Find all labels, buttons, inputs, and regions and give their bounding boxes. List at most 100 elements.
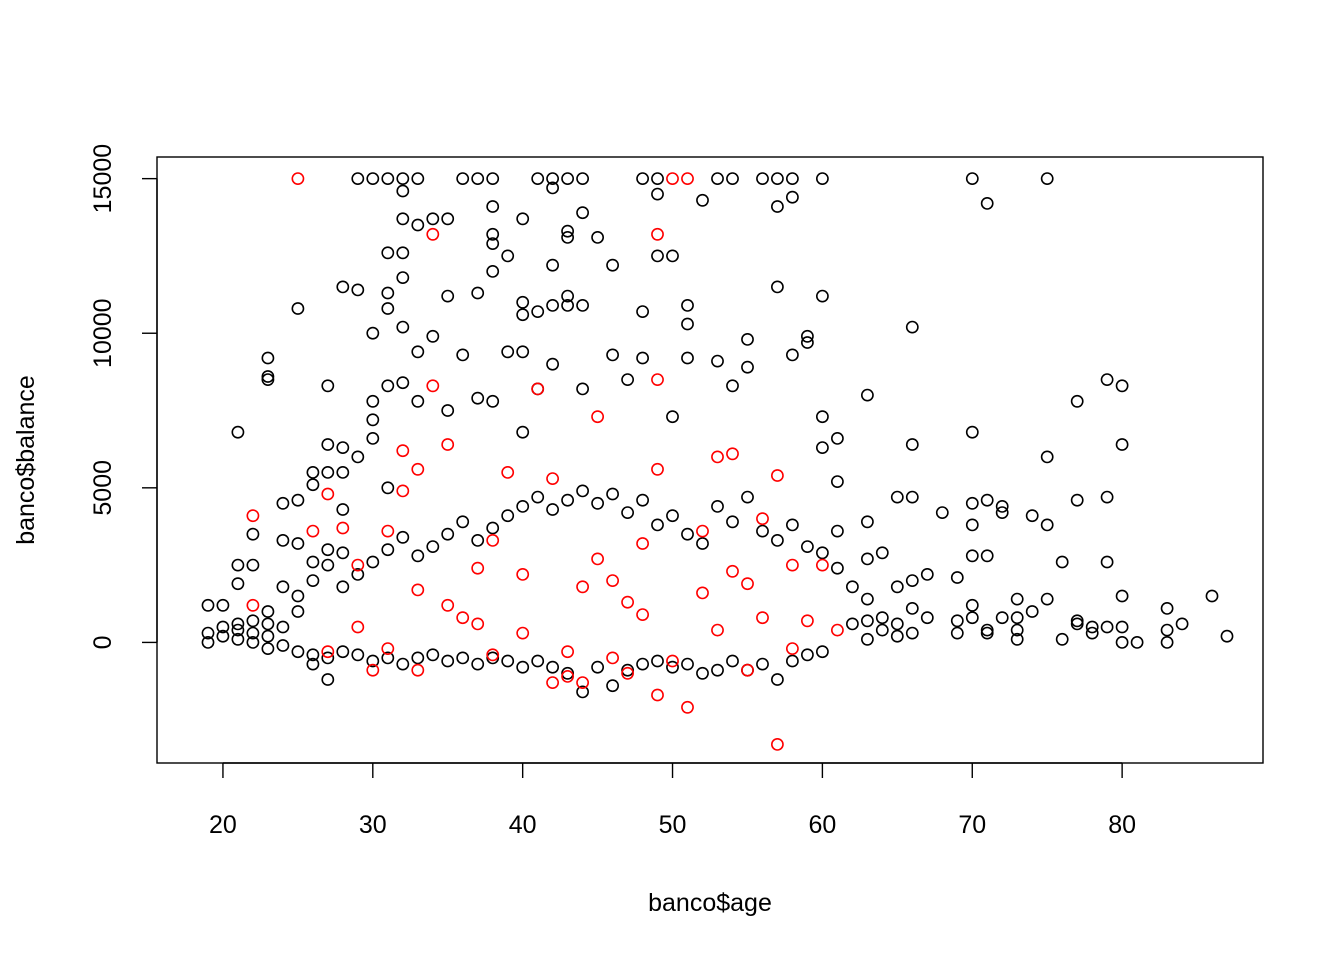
data-point [366, 431, 380, 445]
data-point [861, 388, 874, 402]
data-point [336, 280, 350, 294]
data-point [1100, 555, 1114, 569]
data-point [501, 654, 515, 668]
data-point [831, 431, 844, 445]
data-point [336, 521, 350, 535]
data-point [741, 490, 754, 504]
data-point [546, 472, 559, 485]
data-point [276, 580, 290, 594]
data-point [261, 605, 275, 618]
data-point [561, 289, 574, 303]
data-point [291, 645, 305, 659]
data-point [471, 286, 485, 300]
data-point [606, 574, 619, 587]
data-point [561, 493, 574, 507]
data-point [666, 172, 679, 185]
data-point [1010, 623, 1024, 637]
data-point [801, 336, 814, 349]
data-point [786, 518, 799, 532]
x-tick-label: 20 [209, 811, 237, 839]
data-point [681, 527, 694, 541]
data-point [1130, 636, 1144, 649]
data-point [501, 249, 515, 263]
data-point [786, 348, 799, 362]
data-point [591, 496, 604, 510]
data-point [531, 172, 545, 185]
data-point [890, 629, 904, 643]
data-point [711, 354, 724, 368]
data-point [441, 404, 455, 417]
data-point [861, 515, 874, 529]
data-point [306, 574, 320, 587]
data-point [351, 648, 365, 662]
data-point [246, 626, 260, 640]
data-point [336, 465, 350, 479]
data-point [246, 509, 260, 523]
data-point [756, 172, 769, 185]
data-point [336, 441, 350, 454]
data-point [411, 651, 425, 665]
data-point [1085, 626, 1099, 640]
data-point [411, 172, 425, 185]
data-point [696, 666, 709, 680]
data-point [366, 394, 380, 408]
data-point [336, 580, 350, 594]
data-point [771, 738, 784, 751]
data-point [546, 181, 559, 195]
data-point [246, 527, 260, 541]
data-point [321, 438, 335, 451]
data-point [875, 623, 889, 637]
data-point [771, 200, 784, 213]
data-point [516, 660, 530, 674]
data-point [741, 663, 754, 677]
data-point [276, 620, 290, 634]
data-point [441, 654, 455, 668]
data-point [696, 193, 709, 207]
data-point [606, 651, 619, 665]
data-point [396, 376, 410, 390]
data-point [366, 654, 380, 668]
data-point [651, 227, 664, 241]
data-point [396, 271, 410, 284]
data-point [636, 493, 649, 507]
data-point [381, 524, 395, 538]
data-point [950, 626, 964, 640]
data-point [561, 172, 574, 185]
data-point [576, 676, 589, 689]
data-point [531, 490, 545, 504]
data-point [531, 382, 545, 396]
data-point [636, 608, 649, 621]
data-point [516, 568, 530, 581]
data-point [920, 568, 934, 581]
data-point [321, 651, 335, 665]
data-point [441, 289, 455, 303]
data-point [396, 172, 410, 185]
data-point [786, 558, 799, 572]
data-point [351, 172, 365, 185]
y-tick-label: 5000 [89, 460, 117, 516]
data-point [306, 478, 320, 492]
data-point [411, 218, 425, 232]
data-point [411, 345, 425, 359]
data-point [411, 394, 425, 408]
data-point [576, 172, 589, 185]
x-tick-label: 70 [958, 811, 986, 839]
data-point [861, 614, 874, 628]
data-point [351, 568, 365, 581]
data-point [1205, 589, 1219, 603]
data-point [426, 648, 440, 662]
y-axis-label: banco$balance [12, 375, 40, 545]
data-point [276, 496, 290, 510]
data-point [546, 357, 559, 371]
data-point [1220, 629, 1234, 643]
data-point [651, 688, 664, 702]
x-tick-label: 50 [659, 811, 687, 839]
data-point [471, 534, 485, 547]
data-point [261, 370, 275, 383]
data-point [351, 450, 365, 464]
data-point [980, 549, 994, 563]
data-point [726, 654, 739, 668]
data-point [351, 620, 365, 634]
data-point [321, 465, 335, 479]
data-point [965, 611, 979, 625]
